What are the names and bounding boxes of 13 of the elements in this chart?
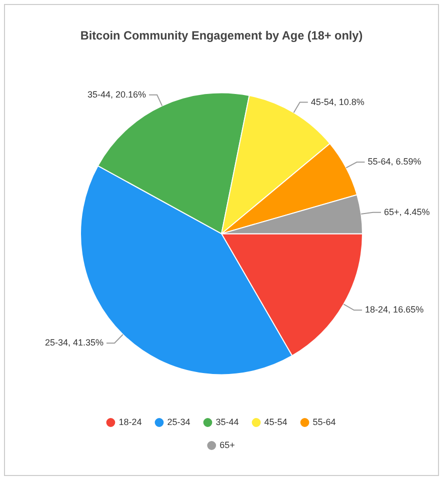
legend-label: 25-34 [167, 416, 190, 427]
chart-title: Bitcoin Community Engagement by Age (18+ only) [80, 28, 363, 43]
legend-label: 55-64 [312, 416, 336, 427]
legend-label: 18-24 [118, 416, 142, 427]
data-label: 45-54, 10.8% [310, 96, 364, 107]
data-label: 25-34, 41.35% [44, 338, 104, 348]
legend-label: 45-54 [264, 416, 288, 427]
data-label: 18-24, 16.65% [365, 304, 424, 315]
data-label: 65+, 4.45% [384, 206, 430, 217]
data-label: 35-44, 20.16% [88, 89, 146, 100]
legend-label: 35-44 [216, 416, 239, 427]
data-label: 55-64, 6.59% [368, 156, 422, 167]
legend-label: 65+ [220, 440, 235, 450]
